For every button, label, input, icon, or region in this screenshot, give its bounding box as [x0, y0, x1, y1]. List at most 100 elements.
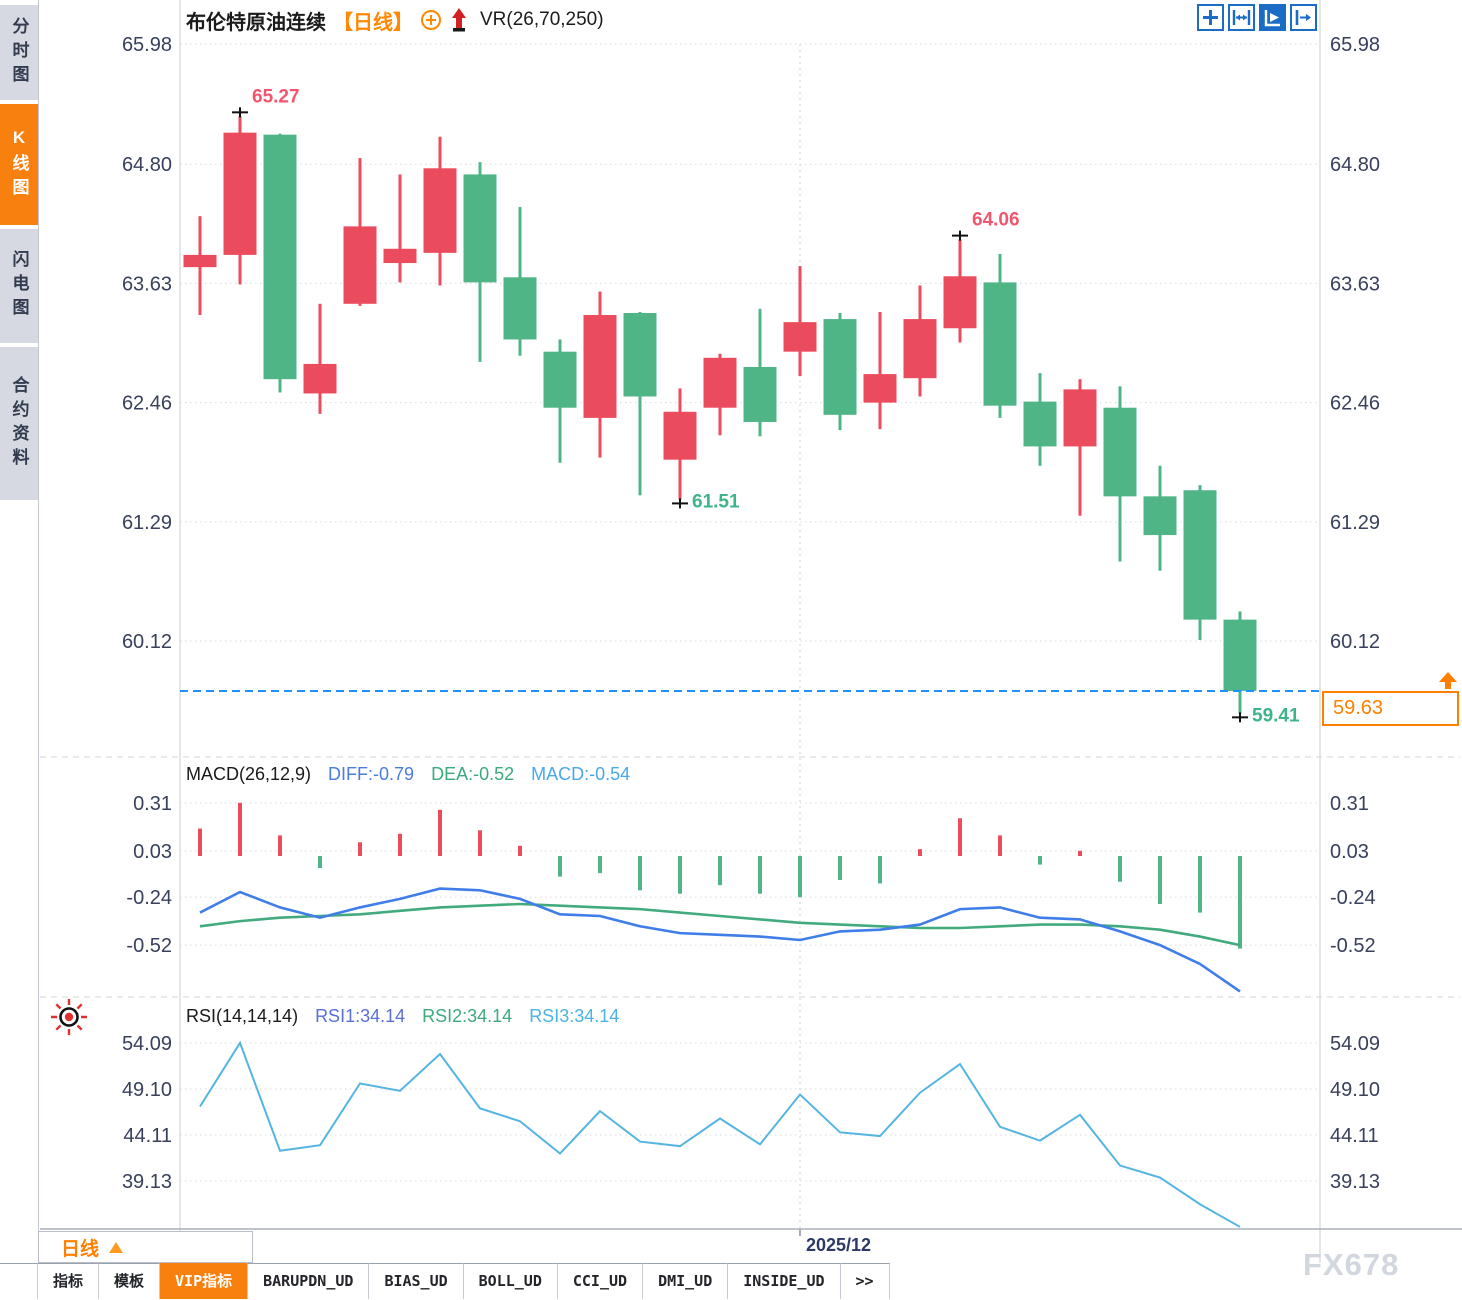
candle-wick	[798, 266, 802, 377]
tab-bias-ud[interactable]: BIAS_UD	[369, 1263, 464, 1299]
macd-histogram-bar	[598, 856, 602, 874]
candle-body	[1023, 401, 1057, 447]
candle-body	[303, 363, 337, 394]
macd-histogram-bar	[398, 833, 402, 856]
tab-vip-indicators[interactable]: VIP指标	[160, 1263, 249, 1299]
price-annotation: 64.06	[972, 210, 1020, 231]
candle-wick	[398, 174, 402, 283]
candle-body	[543, 351, 577, 408]
macd-histogram-bar	[718, 856, 722, 886]
price-axis-label-right: 61.29	[1330, 512, 1380, 534]
tab-indicators[interactable]: 指标	[38, 1263, 100, 1299]
tab-inside-ud[interactable]: INSIDE_UD	[728, 1263, 841, 1299]
candle-body	[623, 312, 657, 397]
price-axis-label-right: 63.63	[1330, 273, 1380, 295]
price-axis-label-right: 65.98	[1330, 34, 1380, 56]
rsi-axis-label-right: 49.10	[1330, 1079, 1380, 1101]
macd-histogram-bar	[478, 830, 482, 856]
sidebar-tab-lightning-chart[interactable]: 闪电图	[0, 229, 38, 343]
candle-body	[263, 134, 297, 380]
rsi-axis-label-left: 44.11	[123, 1125, 172, 1147]
candle-body	[503, 277, 537, 340]
macd-histogram-bar	[1238, 856, 1242, 949]
macd-macd-value: MACD:-0.54	[531, 764, 631, 784]
sidebar-tab-kline-chart[interactable]: K线图	[0, 104, 38, 225]
rsi1-value: RSI1:34.14	[315, 1006, 406, 1026]
macd-histogram-bar	[1198, 856, 1202, 913]
period-selector-button[interactable]: 日线	[38, 1231, 253, 1263]
macd-dea-value: DEA:-0.52	[431, 764, 515, 784]
tab-barupdn-ud[interactable]: BARUPDN_UD	[248, 1263, 370, 1299]
macd-axis-label-right: -0.24	[1330, 887, 1376, 909]
rsi-axis-label-left: 39.13	[122, 1171, 172, 1193]
macd-histogram-bar	[1078, 850, 1082, 856]
rsi-line	[199, 1040, 1241, 1228]
price-axis-label-left: 61.29	[122, 512, 172, 534]
price-axis-label-left: 63.63	[122, 273, 172, 295]
chart-header: 布伦特原油连续 【日线】 VR(26,70,250)	[186, 5, 604, 35]
candle-body	[783, 322, 817, 352]
auto-scale-icon[interactable]	[1259, 4, 1286, 31]
tab-more[interactable]: >>	[840, 1263, 890, 1299]
price-axis-label-right: 60.12	[1330, 631, 1380, 653]
macd-dea-line	[199, 902, 1241, 947]
candle-body	[583, 315, 617, 418]
candle-body	[983, 282, 1017, 406]
macd-histogram-bar	[1158, 856, 1162, 904]
symbol-name: 布伦特原油连续	[186, 11, 326, 34]
macd-histogram-bar	[878, 856, 882, 884]
add-indicator-icon[interactable]	[420, 9, 442, 31]
candle-body	[903, 319, 937, 379]
rsi-title: RSI(14,14,14)	[186, 1006, 299, 1026]
tab-cci-ud[interactable]: CCI_UD	[557, 1263, 644, 1299]
candle-body	[863, 374, 897, 403]
price-axis-label-right: 62.46	[1330, 393, 1380, 415]
candle-body	[743, 366, 777, 422]
go-to-latest-icon[interactable]	[1290, 4, 1317, 31]
macd-histogram-bar	[278, 835, 282, 856]
macd-histogram-bar	[318, 856, 322, 868]
x-axis-month-label: 2025/12	[806, 1235, 872, 1255]
candle-body	[1183, 490, 1217, 620]
sidebar-tab-label: 分时图	[9, 16, 29, 89]
macd-axis-label-right: -0.52	[1330, 935, 1376, 957]
sidebar-tab-label: 合约资料	[9, 375, 29, 472]
latest-price-arrow-icon[interactable]	[1437, 671, 1459, 695]
price-axis-label-left: 64.80	[122, 154, 172, 176]
macd-axis-label-left: -0.52	[126, 935, 172, 957]
macd-histogram-bar	[758, 856, 762, 894]
macd-axis-label-right: 0.03	[1330, 841, 1369, 863]
macd-histogram-bar	[358, 842, 362, 856]
sidebar-tab-timeshare-chart[interactable]: 分时图	[0, 5, 38, 100]
price-axis-label-left: 60.12	[122, 631, 172, 653]
tab-dmi-ud[interactable]: DMI_UD	[643, 1263, 729, 1299]
macd-diff-line	[199, 887, 1241, 993]
tab-boll-ud[interactable]: BOLL_UD	[463, 1263, 558, 1299]
macd-histogram-bar	[958, 818, 962, 856]
period-tag[interactable]: 【日线】	[333, 11, 413, 34]
candle-body	[223, 132, 257, 255]
bottom-tab-bar: 指标 模板 VIP指标 BARUPDN_UD BIAS_UD BOLL_UD C…	[0, 1263, 890, 1299]
tab-templates[interactable]: 模板	[99, 1263, 161, 1299]
sidebar-tab-contract-info[interactable]: 合约资料	[0, 347, 38, 500]
left-sidebar: 分时图 K线图 闪电图 合约资料	[0, 0, 39, 1232]
indicator-label-vr: VR(26,70,250)	[480, 9, 604, 30]
sidebar-tab-label: 闪电图	[9, 250, 29, 322]
zoom-horizontal-icon[interactable]	[1228, 4, 1255, 31]
candle-wick	[878, 311, 882, 430]
macd-histogram-bar	[918, 849, 922, 856]
macd-histogram-bar	[238, 802, 242, 856]
candle-body	[183, 254, 217, 268]
macd-histogram-bar	[558, 856, 562, 877]
candle-wick	[638, 311, 642, 496]
macd-histogram-bar	[838, 856, 842, 880]
macd-histogram-bar	[1118, 856, 1122, 882]
price-annotation: 61.51	[692, 491, 740, 512]
price-axis-label-left: 62.46	[122, 393, 172, 415]
move-crosshair-icon[interactable]	[1197, 4, 1224, 31]
current-price-tag: 59.63	[1322, 691, 1459, 726]
candle-body	[703, 357, 737, 408]
candle-body	[423, 168, 457, 253]
